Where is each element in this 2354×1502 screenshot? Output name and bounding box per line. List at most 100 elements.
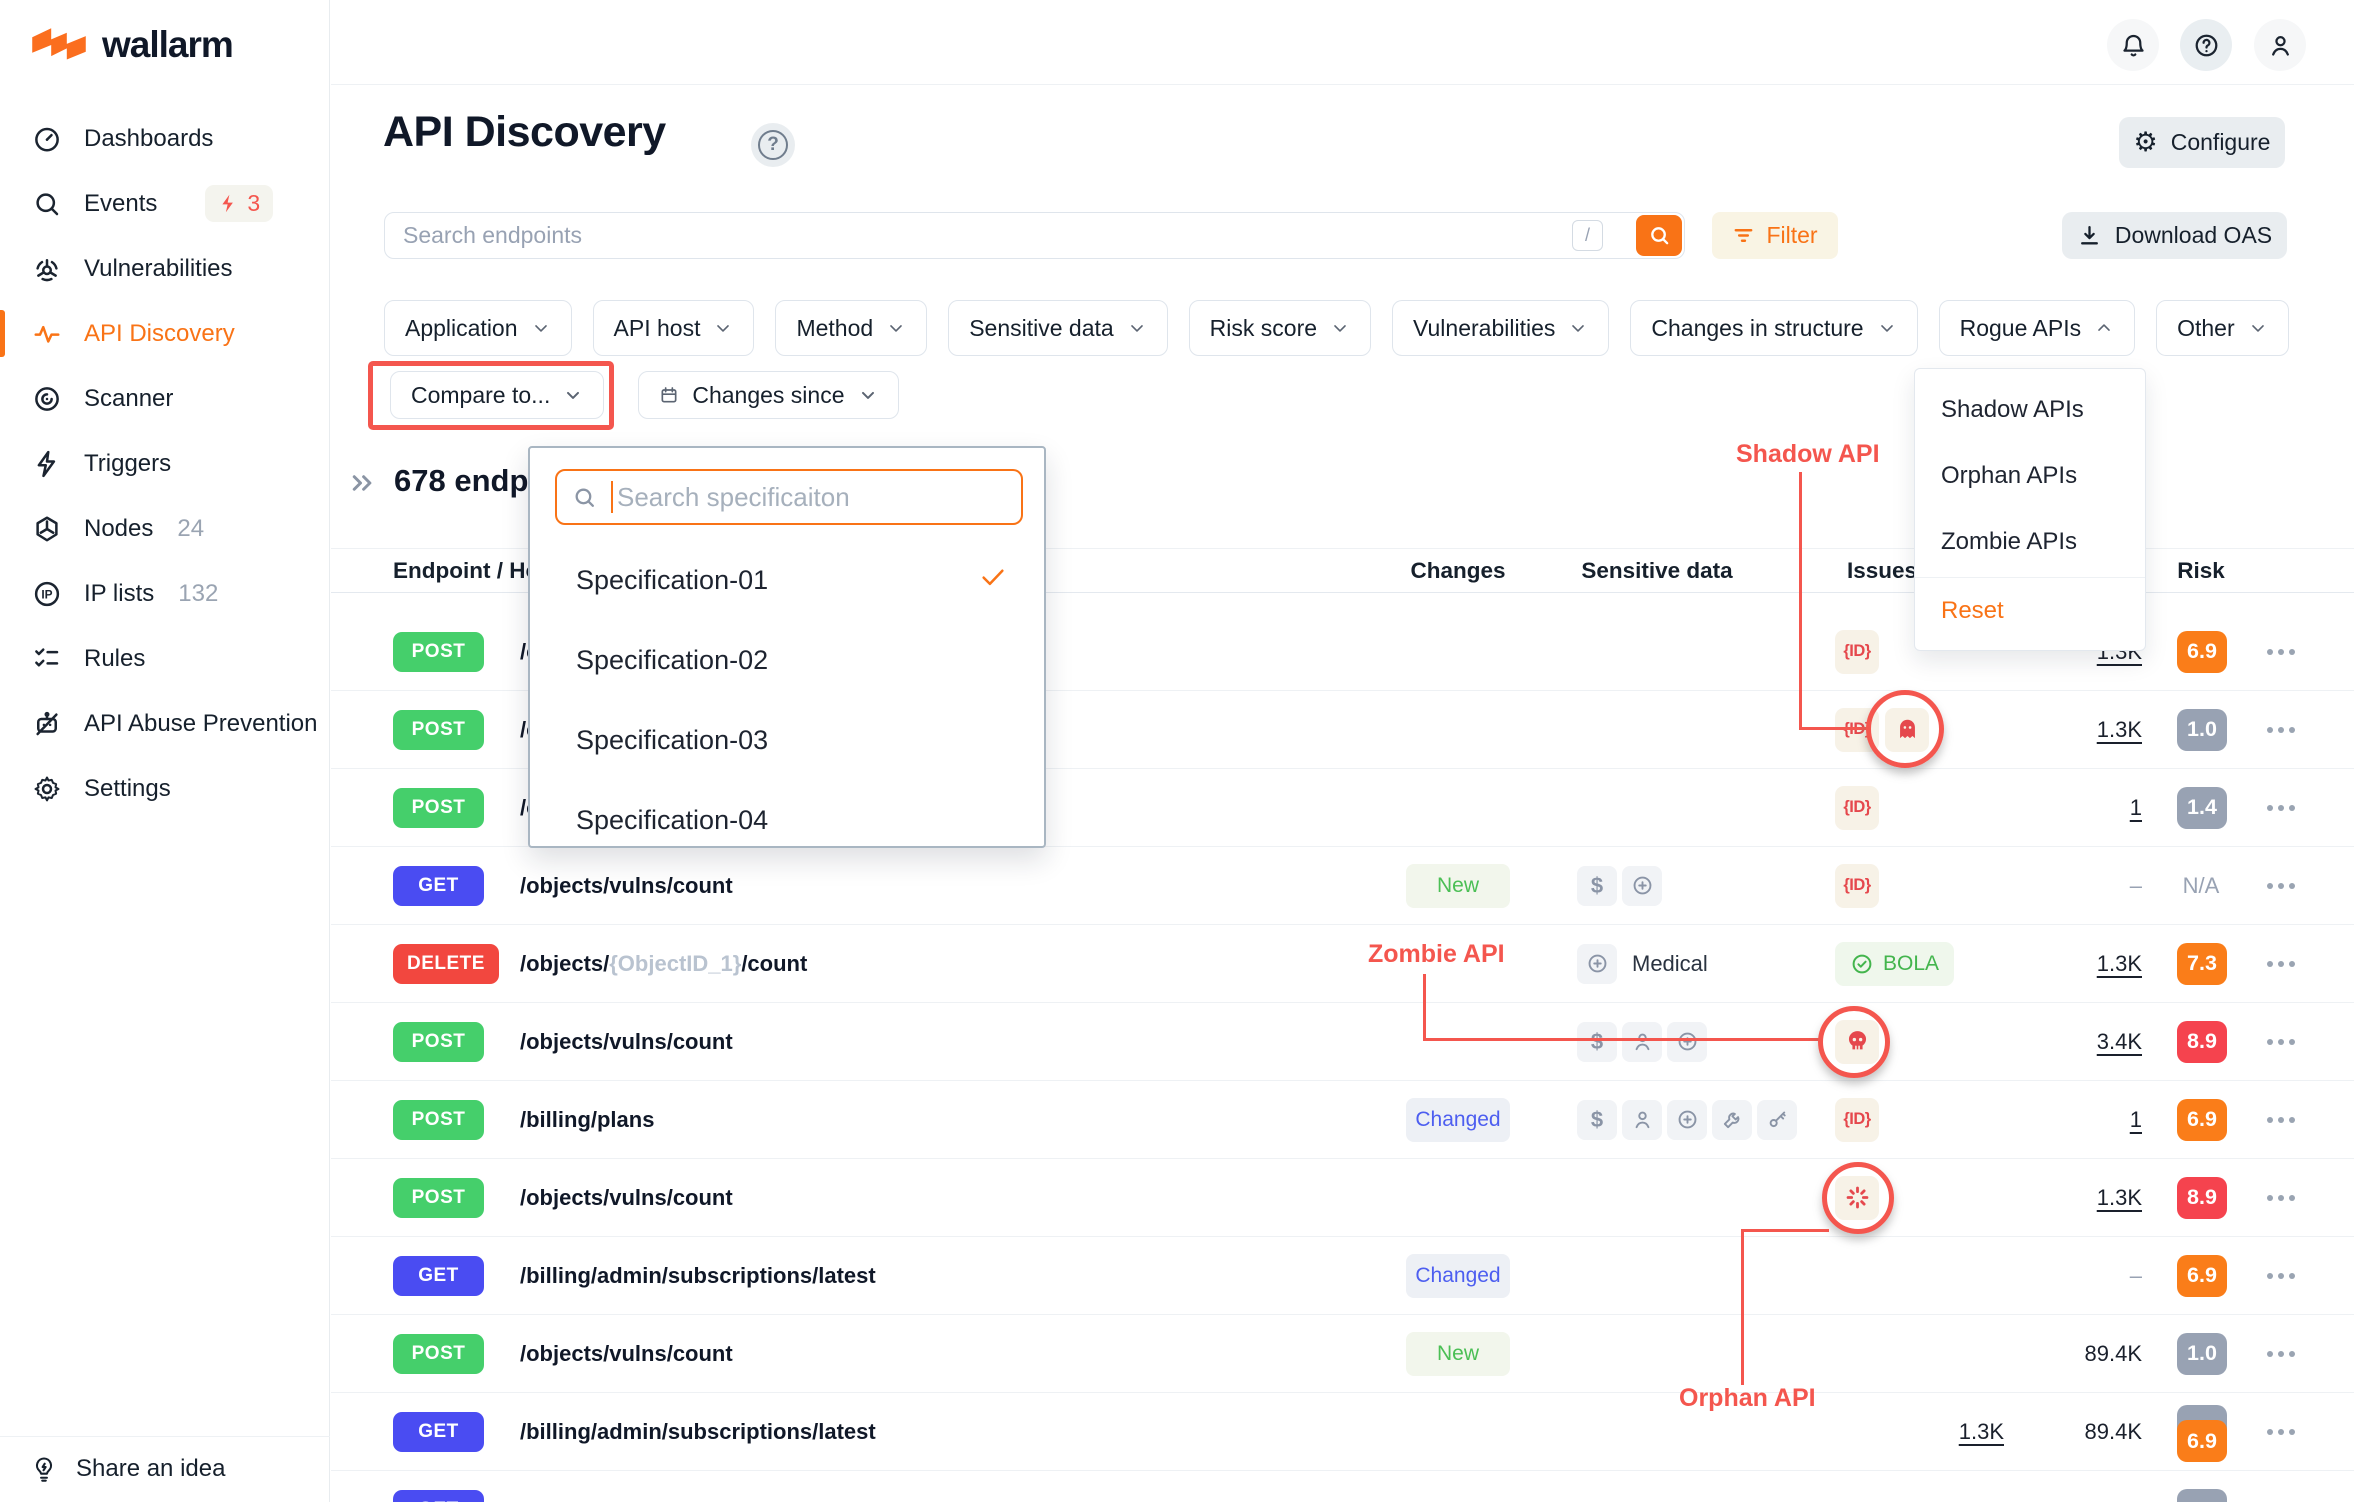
row-actions-menu[interactable] <box>2255 1272 2307 1279</box>
sidebar-item-settings[interactable]: Settings <box>0 756 329 821</box>
row-actions-menu[interactable] <box>2255 1194 2307 1201</box>
col-sensitive-data[interactable]: Sensitive data <box>1581 557 1733 583</box>
zombie-api-skull-icon[interactable] <box>1835 1019 1879 1064</box>
col-changes[interactable]: Changes <box>1410 557 1506 583</box>
sidebar-item-triggers[interactable]: Triggers <box>0 431 329 496</box>
collapse-panel-icon[interactable] <box>348 468 378 498</box>
spec-item-specification-02[interactable]: Specification-02 <box>576 644 769 675</box>
method-badge: DELETE <box>393 943 499 984</box>
sidebar-item-count: 24 <box>177 514 205 542</box>
specification-search-input[interactable] <box>613 481 1021 513</box>
hits-count-link[interactable]: 1 <box>2129 794 2142 820</box>
filter-chip-changes-in-structure[interactable]: Changes in structure <box>1630 300 1918 356</box>
row-actions-menu[interactable] <box>2255 1116 2307 1123</box>
table-row[interactable]: GET/billing/admin/subscriptions/latest Ch… <box>331 1237 2354 1315</box>
spec-item-specification-01[interactable]: Specification-01 <box>530 540 1044 620</box>
sidebar-item-dashboards[interactable]: Dashboards <box>0 106 329 171</box>
id-issue-icon[interactable]: {ID} <box>1835 863 1879 908</box>
filter-chip-api-host[interactable]: API host <box>592 300 755 356</box>
row-actions-menu[interactable] <box>2255 960 2307 967</box>
row-actions-menu[interactable] <box>2255 804 2307 811</box>
configure-button[interactable]: ⚙ Configure <box>2119 117 2285 168</box>
filter-chip-other[interactable]: Other <box>2156 300 2289 356</box>
table-row[interactable]: DELETE/objects/{ObjectID_1}/count Medical… <box>331 925 2354 1003</box>
issues-icons: {ID} <box>1835 629 1879 674</box>
svg-text:IP: IP <box>41 587 52 601</box>
filter-chip-vulnerabilities[interactable]: Vulnerabilities <box>1392 300 1610 356</box>
table-row[interactable]: POST/objects/vulns/count 1.3K 8.9 <box>331 1159 2354 1237</box>
filter-chip-method[interactable]: Method <box>775 300 928 356</box>
sidebar-item-vulnerabilities[interactable]: Vulnerabilities <box>0 236 329 301</box>
hits-count-link[interactable]: 1.3K <box>2096 950 2142 976</box>
search-input[interactable] <box>384 212 1685 259</box>
search-button[interactable] <box>1636 215 1682 256</box>
table-row[interactable]: POST/billing/plans Changed $ {ID} 1 6.9 <box>331 1081 2354 1159</box>
help-icon[interactable] <box>2180 19 2232 71</box>
filter-chip-sensitive-data[interactable]: Sensitive data <box>948 300 1168 356</box>
risk-score-badge: 7.3 <box>2177 942 2227 985</box>
notifications-icon[interactable] <box>2107 19 2159 71</box>
risk-score-badge: 1.0 <box>2177 1332 2227 1375</box>
bola-badge[interactable]: BOLA <box>1835 941 1955 986</box>
hits-count: 89.4K <box>2084 1418 2143 1444</box>
col-risk[interactable]: Risk <box>2177 557 2225 583</box>
table-row[interactable]: GET <box>331 1471 2354 1502</box>
spec-item-specification-04[interactable]: Specification-04 <box>576 804 769 835</box>
row-actions-menu[interactable] <box>2255 1428 2307 1435</box>
filter-chips-row: Application API host Method Sensitive data R… <box>384 300 2289 356</box>
sidebar-nav: Dashboards Events 3 Vulnerabilities API D… <box>0 106 329 821</box>
table-row[interactable]: POST/objects/vulns/count $3.4K 8.9 <box>331 1003 2354 1081</box>
table-row[interactable]: GET/billing/admin/subscriptions/latest 1.… <box>331 1393 2354 1471</box>
sidebar-item-api-abuse-prevention[interactable]: API Abuse Prevention <box>0 691 329 756</box>
download-oas-button[interactable]: Download OAS <box>2062 212 2287 259</box>
specification-items: Specification-01 Specification-02 Specific… <box>530 540 1044 860</box>
filter-button[interactable]: Filter <box>1712 212 1838 259</box>
changes-since-filter[interactable]: Changes since <box>638 371 899 419</box>
hits-count-link[interactable]: 1.3K <box>2096 1184 2142 1210</box>
id-issue-icon[interactable]: {ID} <box>1835 629 1879 674</box>
rogue-menu-item-orphan-apis[interactable]: Orphan APIs <box>1941 462 2078 489</box>
sidebar-item-nodes[interactable]: Nodes 24 <box>0 496 329 561</box>
page-help-icon[interactable]: ? <box>751 123 795 167</box>
filter-chip-application[interactable]: Application <box>384 300 572 356</box>
rogue-menu-item-zombie-apis[interactable]: Zombie APIs <box>1941 528 2078 555</box>
hits-count-link[interactable]: 1 <box>2129 1106 2142 1132</box>
spec-item-specification-03[interactable]: Specification-03 <box>576 724 769 755</box>
endpoint-path: /objects/vulns/count <box>520 1028 733 1054</box>
orphan-api-burst-icon[interactable] <box>1835 1175 1879 1220</box>
table-row[interactable]: POST/objects/vulns/count New 89.4K 1.0 <box>331 1315 2354 1393</box>
method-badge: POST <box>393 709 484 750</box>
risk-score-badge: 8.9 <box>2177 1020 2227 1063</box>
rogue-reset-button[interactable]: Reset <box>1941 597 2004 624</box>
hits-count-link[interactable]: 3.4K <box>2096 1028 2142 1054</box>
table-row[interactable]: GET/objects/vulns/count New $ {ID} – N/A <box>331 847 2354 925</box>
compare-to-filter[interactable]: Compare to... <box>390 371 605 419</box>
wallarm-logo[interactable]: wallarm <box>30 24 234 66</box>
sidebar-item-ip-lists[interactable]: IP IP lists 132 <box>0 561 329 626</box>
account-icon[interactable] <box>2254 19 2306 71</box>
sidebar-item-events[interactable]: Events 3 <box>0 171 329 236</box>
id-issue-icon[interactable]: {ID} <box>1835 707 1879 752</box>
id-issue-icon[interactable]: {ID} <box>1835 785 1879 830</box>
hits-count-link[interactable]: 1.3K <box>2096 716 2142 742</box>
col-issues[interactable]: Issues <box>1846 557 1918 583</box>
sidebar-item-rules[interactable]: Rules <box>0 626 329 691</box>
row-actions-menu[interactable] <box>2255 648 2307 655</box>
dashboards-icon <box>32 124 62 154</box>
row-actions-menu[interactable] <box>2255 1350 2307 1357</box>
rogue-menu-item-shadow-apis[interactable]: Shadow APIs <box>1941 396 2084 423</box>
sidebar-item-api-discovery[interactable]: API Discovery <box>0 301 329 366</box>
row-actions-menu[interactable] <box>2255 1038 2307 1045</box>
row-actions-menu[interactable] <box>2255 726 2307 733</box>
hits-count-link[interactable]: 1.3K <box>1958 1418 2004 1444</box>
share-an-idea-button[interactable]: Share an idea <box>30 1455 225 1483</box>
filter-chip-rogue-apis[interactable]: Rogue APIs <box>1938 300 2136 356</box>
id-issue-icon[interactable]: {ID} <box>1835 1097 1879 1142</box>
changes-badge: Changed <box>1406 1097 1510 1142</box>
row-actions-menu[interactable] <box>2255 882 2307 889</box>
sidebar-item-scanner[interactable]: Scanner <box>0 366 329 431</box>
endpoint-path: /objects/vulns/count <box>520 872 733 898</box>
filter-chip-risk-score[interactable]: Risk score <box>1188 300 1372 356</box>
events-alert-badge[interactable]: 3 <box>205 185 274 222</box>
shadow-api-ghost-icon[interactable] <box>1885 707 1929 752</box>
